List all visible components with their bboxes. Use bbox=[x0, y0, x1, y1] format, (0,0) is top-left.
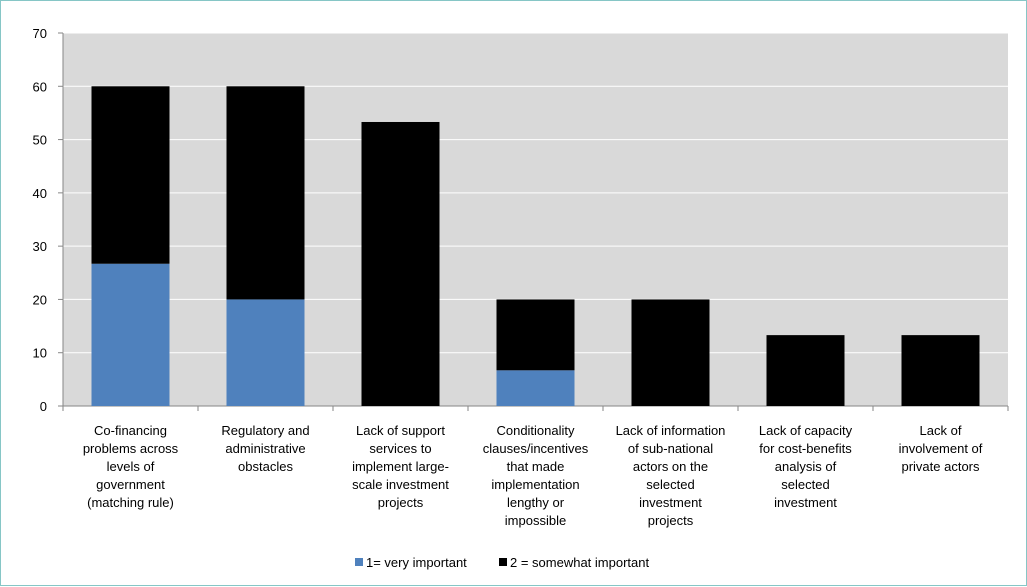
legend-swatch-very-important bbox=[355, 558, 363, 566]
bar-very-important bbox=[91, 263, 170, 406]
legend-label-very-important: 1= very important bbox=[366, 555, 467, 570]
bar-somewhat-important bbox=[496, 299, 575, 371]
x-category-label: Lack of involvement of private actors bbox=[899, 423, 983, 474]
y-tick-label: 60 bbox=[33, 79, 47, 94]
x-category-label: Co-financing problems across levels of gove… bbox=[83, 423, 179, 510]
x-category-label: Lack of capacity for cost-benefits analysi… bbox=[759, 423, 853, 510]
bar-somewhat-important bbox=[766, 335, 845, 406]
x-category-label: Lack of information of sub-national actors… bbox=[616, 423, 726, 528]
legend-label-somewhat-important: 2 = somewhat important bbox=[510, 555, 649, 570]
bar-somewhat-important bbox=[901, 335, 980, 406]
y-tick-label: 70 bbox=[33, 26, 47, 41]
y-tick-label: 10 bbox=[33, 346, 47, 361]
y-tick-label: 50 bbox=[33, 133, 47, 148]
y-tick-label: 20 bbox=[33, 292, 47, 307]
legend-swatch-somewhat-important bbox=[499, 558, 507, 566]
bar-very-important bbox=[226, 299, 305, 406]
bar-somewhat-important bbox=[361, 121, 440, 406]
y-tick-label: 0 bbox=[40, 399, 47, 414]
y-tick-label: 40 bbox=[33, 186, 47, 201]
x-category-label: Conditionality clauses/incentives that mad… bbox=[483, 423, 589, 528]
x-category-label: Regulatory and administrative obstacles bbox=[221, 423, 309, 474]
bar-somewhat-important bbox=[226, 86, 305, 300]
bar-somewhat-important bbox=[91, 86, 170, 264]
y-tick-label: 30 bbox=[33, 239, 47, 254]
x-category-label: Lack of support services to implement larg… bbox=[352, 423, 449, 510]
bar-somewhat-important bbox=[631, 299, 710, 406]
bar-very-important bbox=[496, 370, 575, 406]
